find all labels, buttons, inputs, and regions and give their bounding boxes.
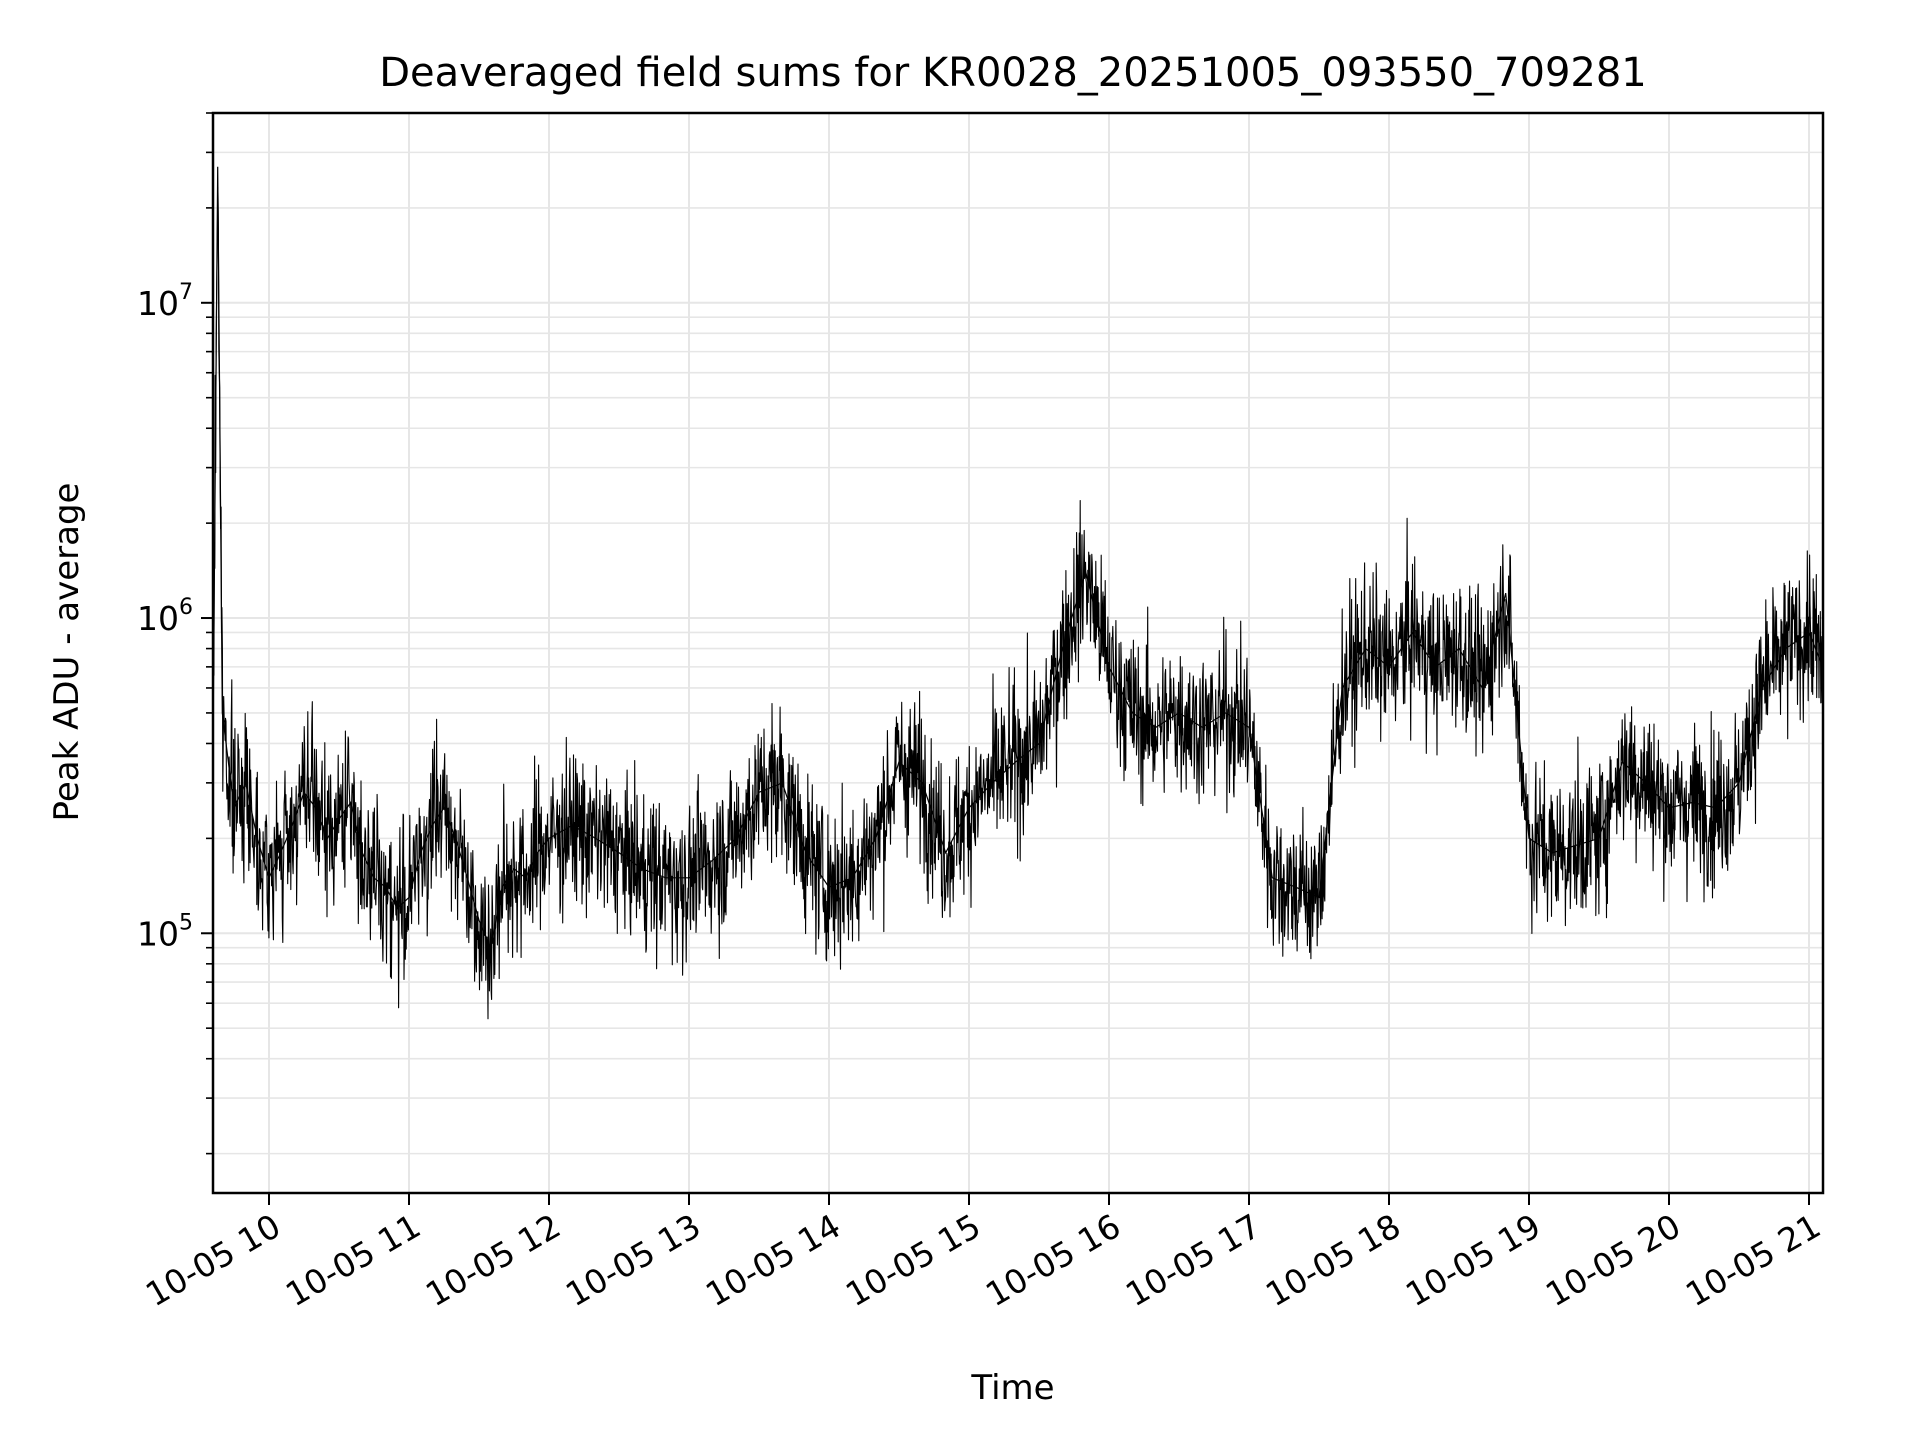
y-tick-label: 107	[137, 280, 193, 323]
chart-title: Deaveraged field sums for KR0028_2025100…	[379, 50, 1647, 96]
series-line	[212, 166, 1824, 950]
x-tick-label: 10-05 20	[1539, 1206, 1687, 1314]
x-tick-label: 10-05 17	[1119, 1206, 1267, 1314]
x-tick-label: 10-05 14	[699, 1206, 847, 1314]
x-tick-label: 10-05 10	[139, 1206, 287, 1314]
grid	[213, 112, 1823, 1193]
x-tick-label: 10-05 11	[279, 1206, 427, 1314]
y-tick-label: 106	[137, 595, 193, 638]
x-tick-label: 10-05 21	[1679, 1206, 1827, 1314]
series-line-noise	[212, 186, 1824, 1020]
y-axis: 105 106 107	[137, 112, 213, 1155]
x-tick-label: 10-05 12	[419, 1206, 567, 1314]
series-group	[212, 166, 1824, 1020]
x-axis-label: Time	[970, 1368, 1054, 1408]
x-tick-label: 10-05 15	[839, 1206, 987, 1314]
x-tick-label: 10-05 18	[1259, 1206, 1407, 1314]
plot-frame	[211, 111, 1825, 1195]
x-tick-label: 10-05 13	[559, 1206, 707, 1314]
x-tick-label: 10-05 19	[1399, 1206, 1547, 1314]
y-axis-label: Peak ADU - average	[47, 483, 87, 822]
y-tick-label: 105	[137, 910, 193, 953]
x-tick-label: 10-05 16	[979, 1206, 1127, 1314]
